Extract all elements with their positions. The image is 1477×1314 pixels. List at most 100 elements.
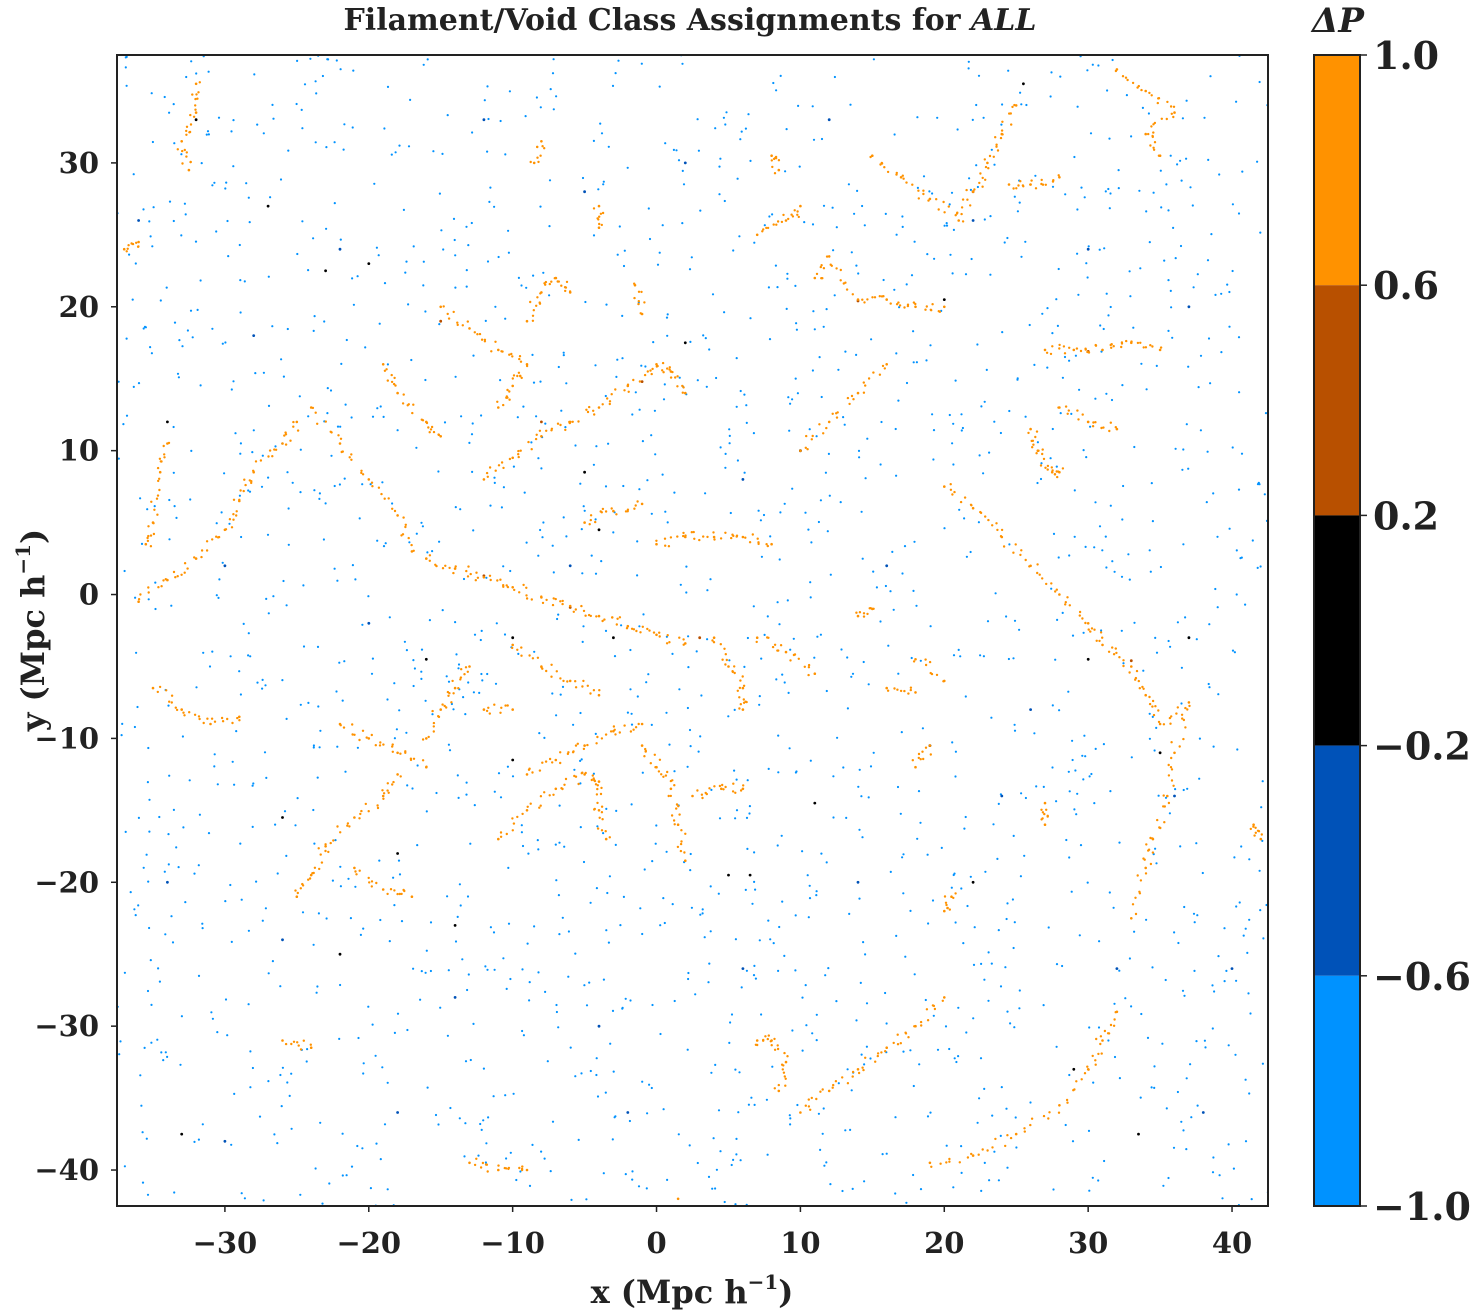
scatter-point xyxy=(311,872,314,875)
scatter-point xyxy=(445,706,448,709)
scatter-point xyxy=(346,822,350,825)
scatter-point xyxy=(1152,148,1156,151)
scatter-point xyxy=(1136,874,1139,877)
scatter-point xyxy=(597,1024,601,1028)
scatter-point xyxy=(149,959,152,962)
scatter-point xyxy=(670,814,674,817)
scatter-point xyxy=(1046,814,1049,817)
scatter-point xyxy=(1076,409,1079,412)
scatter-point xyxy=(381,481,384,484)
scatter-point xyxy=(522,1034,526,1037)
scatter-point xyxy=(917,197,920,200)
scatter-point xyxy=(899,812,902,815)
scatter-point xyxy=(960,1145,963,1148)
scatter-point xyxy=(1015,187,1018,190)
scatter-point xyxy=(766,544,769,548)
scatter-point xyxy=(523,491,526,494)
scatter-point xyxy=(286,1081,289,1084)
scatter-point xyxy=(757,542,760,546)
scatter-point xyxy=(1260,833,1264,836)
scatter-point xyxy=(1121,518,1124,521)
scatter-point xyxy=(604,733,608,736)
scatter-point xyxy=(905,381,909,385)
scatter-point xyxy=(643,301,646,304)
scatter-point xyxy=(353,866,356,870)
scatter-point xyxy=(770,1044,773,1047)
scatter-point xyxy=(1087,245,1090,248)
scatter-point xyxy=(562,354,565,357)
scatter-point xyxy=(532,274,535,277)
scatter-point xyxy=(730,536,733,540)
scatter-point xyxy=(983,1087,986,1090)
scatter-point xyxy=(211,327,214,330)
scatter-point xyxy=(771,165,774,169)
scatter-point xyxy=(844,281,847,284)
scatter-point xyxy=(728,434,731,437)
scatter-point xyxy=(1086,420,1090,424)
scatter-point xyxy=(168,200,172,203)
scatter-point xyxy=(224,187,227,190)
scatter-point xyxy=(1005,917,1008,921)
scatter-point xyxy=(158,457,162,460)
scatter-point xyxy=(825,1161,828,1164)
scatter-point xyxy=(987,167,990,170)
scatter-point xyxy=(484,319,487,322)
scatter-point xyxy=(766,615,769,618)
scatter-point xyxy=(755,233,759,237)
scatter-point xyxy=(1153,141,1157,144)
scatter-point xyxy=(1149,344,1152,347)
scatter-point xyxy=(564,426,567,429)
scatter-point xyxy=(824,974,827,977)
scatter-point xyxy=(499,578,502,581)
scatter-point xyxy=(1170,741,1173,744)
scatter-point xyxy=(793,209,796,212)
scatter-point xyxy=(919,1188,923,1191)
scatter-point xyxy=(1008,409,1011,413)
scatter-point xyxy=(459,676,463,679)
scatter-point xyxy=(172,808,175,812)
scatter-point xyxy=(485,1142,488,1145)
scatter-point xyxy=(1058,1104,1061,1107)
scatter-point xyxy=(505,1157,508,1160)
scatter-point xyxy=(639,631,642,634)
scatter-point xyxy=(1091,425,1095,428)
scatter-point xyxy=(995,143,998,146)
scatter-point xyxy=(504,1094,507,1097)
scatter-point xyxy=(1174,257,1177,260)
scatter-point xyxy=(613,655,617,658)
scatter-point xyxy=(506,704,509,707)
scatter-point xyxy=(319,853,322,856)
scatter-point xyxy=(804,511,807,514)
scatter-point xyxy=(555,1003,558,1007)
scatter-point xyxy=(242,622,245,626)
scatter-point xyxy=(1264,412,1268,415)
scatter-point xyxy=(193,872,196,875)
scatter-point xyxy=(333,484,336,488)
scatter-point xyxy=(1259,565,1262,568)
scatter-point xyxy=(1049,457,1052,460)
scatter-point xyxy=(1033,363,1036,366)
scatter-point xyxy=(497,837,500,841)
scatter-point xyxy=(791,215,795,218)
scatter-point xyxy=(1004,966,1007,969)
scatter-point xyxy=(1114,647,1118,650)
scatter-point xyxy=(650,723,653,727)
scatter-point xyxy=(488,712,491,715)
scatter-point xyxy=(1248,918,1251,921)
scatter-point xyxy=(758,939,761,942)
scatter-point xyxy=(354,870,357,873)
scatter-point xyxy=(929,1111,932,1114)
scatter-point xyxy=(497,406,500,409)
scatter-point xyxy=(1169,105,1173,108)
scatter-point xyxy=(773,643,777,646)
scatter-point xyxy=(608,836,611,839)
scatter-point xyxy=(437,470,440,473)
scatter-point xyxy=(383,1123,387,1126)
scatter-point xyxy=(582,609,586,613)
scatter-point xyxy=(989,215,992,218)
scatter-point xyxy=(640,364,643,367)
scatter-point xyxy=(431,713,434,716)
scatter-point xyxy=(805,434,808,438)
scatter-point xyxy=(1081,754,1084,757)
scatter-point xyxy=(339,983,342,987)
